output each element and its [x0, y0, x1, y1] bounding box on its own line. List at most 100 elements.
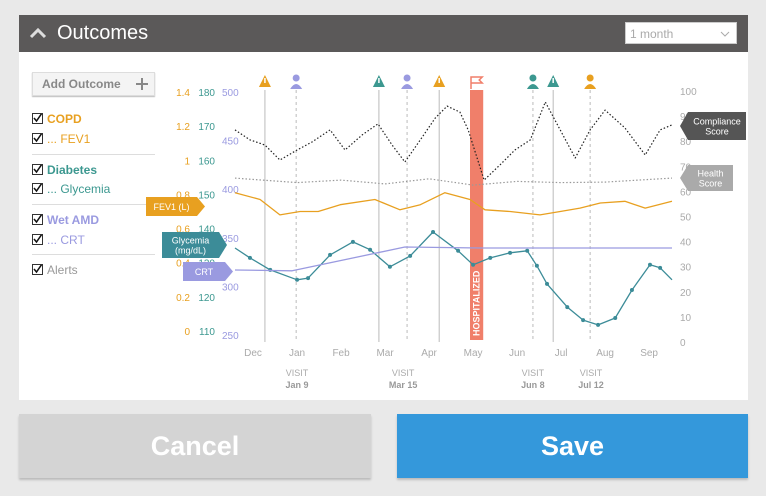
- separator: [32, 254, 155, 255]
- person-body: [584, 84, 597, 89]
- hospitalization-bar: [470, 90, 484, 340]
- legend-label: Compliance: [693, 117, 741, 127]
- dropdown-arrow: [720, 31, 730, 37]
- x-tick-label: May: [464, 348, 483, 359]
- panel-title: Outcomes: [57, 22, 149, 44]
- series-tag: [183, 262, 233, 281]
- outcome-item[interactable]: Diabetes: [47, 163, 98, 177]
- checkbox[interactable]: [32, 113, 43, 124]
- x-tick-label: Jun: [509, 348, 525, 359]
- x-tick-label: Dec: [244, 348, 262, 359]
- outcome-item[interactable]: ... Glycemia: [47, 182, 111, 196]
- person-body: [526, 84, 539, 89]
- data-point: [629, 288, 634, 293]
- data-point: [658, 265, 663, 270]
- y-tick-label: 1: [184, 156, 190, 167]
- period-value: 1 month: [630, 27, 674, 41]
- y-tick-label: 0.2: [176, 293, 190, 304]
- checkbox[interactable]: [32, 214, 43, 225]
- data-point: [328, 252, 333, 257]
- checkbox[interactable]: [32, 133, 43, 144]
- y-tick-label: 170: [198, 122, 215, 133]
- outcome-item[interactable]: ... CRT: [47, 233, 85, 247]
- x-tick-label: Jan: [289, 348, 305, 359]
- event-icon: [258, 75, 271, 87]
- y-tick-label: 10: [680, 313, 692, 324]
- checkbox[interactable]: [32, 264, 43, 275]
- data-point: [545, 281, 550, 286]
- series-tag: [680, 165, 733, 191]
- add-outcome-label: Add Outcome: [42, 77, 121, 91]
- legend-label: Score: [705, 127, 729, 137]
- y-tick-label: 70: [680, 162, 692, 173]
- plus-icon: [136, 78, 148, 90]
- y-tick-label: 0: [680, 338, 686, 349]
- y-tick-label: 500: [222, 88, 239, 99]
- y-tick-label: 110: [199, 327, 215, 338]
- data-point: [534, 263, 539, 268]
- event-icon: [584, 74, 597, 89]
- visit-label: VISIT: [392, 368, 415, 378]
- person-body: [401, 84, 414, 89]
- period-dropdown[interactable]: 1 month: [625, 22, 737, 44]
- checkbox[interactable]: [32, 234, 43, 245]
- checkbox[interactable]: [32, 164, 43, 175]
- data-point: [508, 250, 513, 255]
- series-line: [234, 177, 673, 186]
- data-point: [596, 322, 601, 327]
- y-tick-label: 40: [680, 238, 692, 249]
- person-head: [529, 74, 537, 82]
- data-point: [387, 264, 392, 269]
- data-point: [565, 305, 570, 310]
- y-tick-label: 30: [680, 263, 692, 274]
- outcome-item[interactable]: COPD: [47, 112, 82, 126]
- visit-date: Mar 15: [389, 380, 418, 390]
- outcome-item[interactable]: Wet AMD: [47, 213, 99, 227]
- checkbox[interactable]: [32, 183, 43, 194]
- y-tick-label: 120: [198, 293, 215, 304]
- x-tick-label: Aug: [596, 348, 614, 359]
- collapse-icon[interactable]: [29, 27, 47, 39]
- person-head: [292, 74, 300, 82]
- y-tick-label: 400: [222, 185, 239, 196]
- data-point: [350, 239, 355, 244]
- cancel-button[interactable]: Cancel: [19, 414, 371, 478]
- y-tick-label: 0.6: [176, 225, 190, 236]
- data-point: [525, 248, 530, 253]
- legend-label: Health: [697, 169, 723, 179]
- event-icon: [526, 74, 539, 89]
- data-point: [471, 262, 476, 267]
- visit-date: Jul 12: [578, 380, 604, 390]
- data-point: [647, 262, 652, 267]
- data-point: [581, 318, 586, 323]
- y-tick-label: 100: [680, 87, 697, 98]
- event-icon: [290, 74, 303, 89]
- save-button[interactable]: Save: [397, 414, 748, 478]
- event-icon: [401, 74, 414, 89]
- y-tick-label: 450: [222, 137, 239, 148]
- legend-label: Score: [699, 179, 723, 189]
- x-tick-label: Sep: [640, 348, 658, 359]
- legend-label: Glycemia: [172, 236, 210, 246]
- y-tick-label: 150: [198, 190, 215, 201]
- visit-label: VISIT: [580, 368, 603, 378]
- visit-label: VISIT: [286, 368, 309, 378]
- data-point: [431, 229, 436, 234]
- series-line: [234, 231, 673, 326]
- separator: [32, 204, 155, 205]
- series-tag: [162, 232, 227, 258]
- event-icon: [372, 75, 385, 87]
- y-tick-label: 350: [222, 234, 239, 245]
- person-body: [290, 84, 303, 89]
- y-tick-label: 1.4: [176, 88, 190, 99]
- outcome-item[interactable]: Alerts: [47, 263, 78, 277]
- y-tick-label: 0.8: [176, 190, 190, 201]
- separator: [32, 154, 155, 155]
- series-line: [234, 192, 673, 216]
- y-tick-label: 1.2: [176, 122, 190, 133]
- legend-label: FEV1 (L): [153, 202, 189, 212]
- flag-icon: [470, 76, 485, 89]
- outcome-item[interactable]: ... FEV1: [47, 132, 91, 146]
- data-point: [613, 316, 618, 321]
- add-outcome-button[interactable]: Add Outcome: [32, 72, 155, 96]
